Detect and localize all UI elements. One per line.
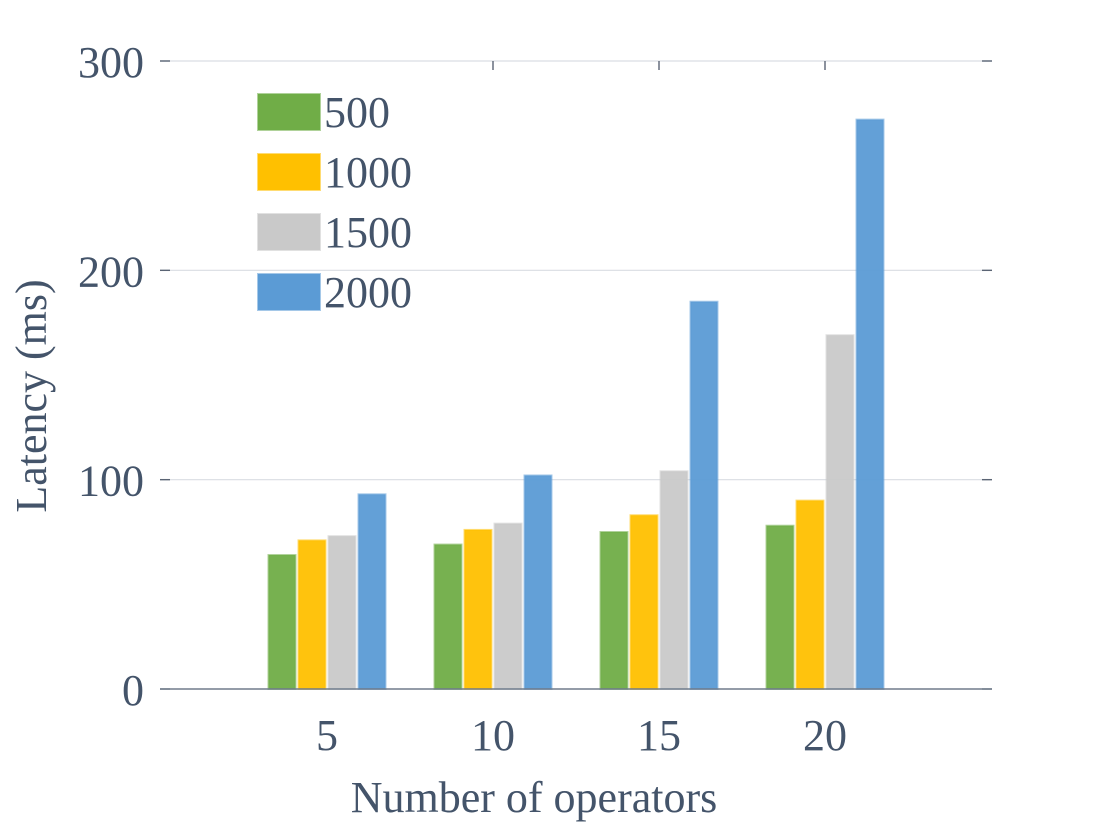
legend-item-1500: 1500 xyxy=(257,208,412,257)
y-tick-label-300: 300 xyxy=(78,38,144,87)
bar-1000-15 xyxy=(629,514,659,691)
x-axis-title: Number of operators xyxy=(351,773,718,822)
x-tick-label-20: 20 xyxy=(803,711,847,760)
legend-label-2000: 2000 xyxy=(324,268,412,317)
y-tick-label-100: 100 xyxy=(78,457,144,506)
bar-2000-10 xyxy=(523,474,553,691)
bar-1500-15 xyxy=(659,470,689,690)
x-tick-labels: 5 10 15 20 xyxy=(316,711,847,760)
bar-1500-10 xyxy=(493,522,523,690)
bar-2000-5 xyxy=(357,493,387,690)
x-tick-label-15: 15 xyxy=(637,711,681,760)
y-axis-title: Latency (ms) xyxy=(7,279,56,512)
legend-label-1000: 1000 xyxy=(324,148,412,197)
bar-1000-10 xyxy=(463,528,493,691)
y-tick-label-200: 200 xyxy=(78,247,144,296)
bar-1500-5 xyxy=(327,535,357,690)
bar-500-5 xyxy=(267,554,297,690)
bar-500-20 xyxy=(765,524,795,690)
bar-2000-20 xyxy=(855,118,885,690)
legend: 500 1000 1500 2000 xyxy=(257,88,412,317)
legend-item-1000: 1000 xyxy=(257,148,412,197)
bars xyxy=(267,118,885,691)
legend-item-500: 500 xyxy=(257,88,390,137)
y-tick-label-0: 0 xyxy=(122,666,144,715)
bar-500-15 xyxy=(599,531,629,690)
x-tick-label-10: 10 xyxy=(471,711,515,760)
legend-item-2000: 2000 xyxy=(257,268,412,317)
legend-swatch-1500 xyxy=(257,213,321,251)
y-tick-labels: 0 100 200 300 xyxy=(78,38,144,715)
bar-500-10 xyxy=(433,543,463,690)
legend-swatch-1000 xyxy=(257,153,321,191)
bar-1500-20 xyxy=(825,334,855,690)
bar-1000-5 xyxy=(297,539,327,691)
x-tick-label-5: 5 xyxy=(316,711,338,760)
legend-label-500: 500 xyxy=(324,88,390,137)
bar-2000-15 xyxy=(689,300,719,690)
bar-1000-20 xyxy=(795,499,825,690)
legend-swatch-2000 xyxy=(257,273,321,311)
legend-label-1500: 1500 xyxy=(324,208,412,257)
axes xyxy=(160,60,992,690)
legend-swatch-500 xyxy=(257,93,321,131)
